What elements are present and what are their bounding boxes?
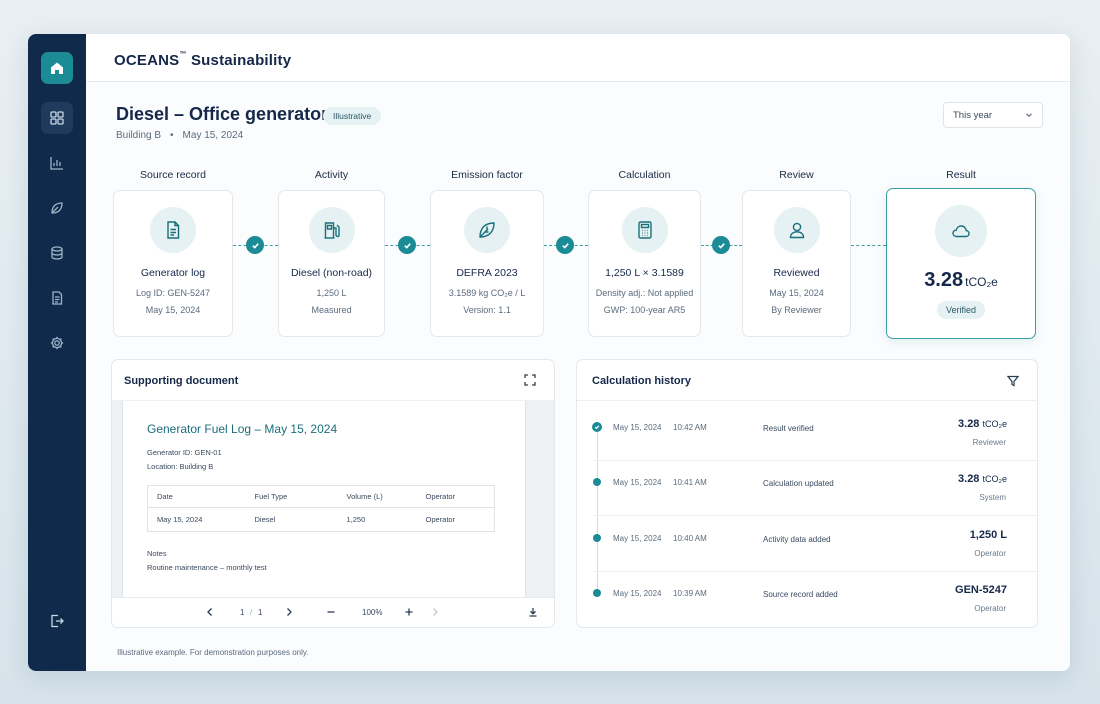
chevron-down-icon [1026, 113, 1032, 118]
zoom-out-button[interactable] [326, 607, 336, 619]
app-window: OCEANS™ Sustainability Diesel – Office g… [28, 34, 1070, 671]
page-title: Diesel – Office generator [116, 104, 329, 124]
top-bar: OCEANS™ Sustainability [86, 34, 1070, 82]
step-label-activity: Activity [314, 169, 349, 181]
user-icon [789, 222, 804, 239]
doc-notes-label: Notes [147, 549, 167, 558]
step-label-factor: Emission factor [451, 169, 523, 181]
nav-analytics[interactable] [41, 147, 73, 179]
history-row[interactable]: May 15, 2024 10:42 AM Result verified 3.… [577, 406, 1037, 461]
page-total: 1 [258, 608, 263, 617]
chevron-right-icon [287, 608, 292, 616]
zoom-in-button[interactable] [404, 607, 414, 619]
next-page-button[interactable] [284, 607, 294, 619]
history-row[interactable]: May 15, 2024 10:39 AM Source record adde… [577, 572, 1037, 627]
sidebar [28, 34, 86, 671]
building-label: Building B [116, 130, 162, 141]
step-card-calculation[interactable]: 1,250 L × 3.1589 Density adj.: Not appli… [588, 190, 701, 337]
history-row[interactable]: May 15, 2024 10:41 AM Calculation update… [577, 461, 1037, 516]
download-icon [529, 608, 537, 617]
check-icon [403, 242, 411, 249]
check-icon [594, 425, 600, 430]
step-label-calculation: Calculation [618, 169, 671, 181]
period-select[interactable]: This year [943, 102, 1043, 128]
fuel-pump-icon [324, 222, 340, 239]
calculation-history-panel: Calculation history May 15, 2024 10:42 A… [576, 359, 1038, 628]
timeline-dot [593, 478, 601, 486]
chevron-left-icon [207, 608, 212, 616]
check-icon [561, 242, 569, 249]
grid-icon [50, 111, 64, 125]
nav-dashboard[interactable] [41, 102, 73, 134]
nav-settings[interactable] [41, 327, 73, 359]
nav-reports[interactable] [41, 282, 73, 314]
filter-icon[interactable] [1007, 375, 1019, 387]
nav-logout[interactable] [41, 605, 73, 637]
nav-data[interactable] [41, 237, 73, 269]
expand-icon[interactable] [524, 374, 536, 386]
gear-icon [50, 336, 64, 350]
connector [851, 245, 886, 246]
timeline-dot [593, 534, 601, 542]
page-subtitle: Building B • May 15, 2024 [116, 130, 244, 141]
doc-notes-text: Routine maintenance – monthly test [147, 563, 267, 572]
file-icon [52, 291, 63, 305]
step-card-activity[interactable]: Diesel (non-road) 1,250 L Measured [278, 190, 385, 337]
nav-home[interactable] [41, 52, 73, 84]
logout-icon [51, 614, 64, 628]
calculator-icon [637, 221, 652, 239]
step-label-review: Review [779, 169, 814, 181]
page-current[interactable]: 1 [240, 608, 245, 617]
minus-icon [327, 611, 335, 613]
history-row[interactable]: May 15, 2024 10:40 AM Activity data adde… [577, 517, 1037, 572]
check-icon [717, 242, 725, 249]
chevron-right-icon [433, 608, 438, 616]
database-icon [51, 246, 63, 260]
nav-sustainability[interactable] [41, 192, 73, 224]
result-card[interactable]: 3.28 tCO₂e Verified [886, 188, 1036, 339]
step-label-source: Source record [140, 169, 206, 181]
supporting-document-panel: Supporting document Generator Fuel Log –… [111, 359, 555, 628]
table-row: May 15, 2024 Diesel 1,250 Operator [157, 515, 456, 524]
table-header-row: Date Fuel Type Volume (L) Operator [147, 485, 495, 508]
step-card-emission-factor[interactable]: DEFRA 2023 3.1589 kg CO₂e / L Version: 1… [430, 190, 544, 337]
bar-chart-icon [50, 157, 63, 170]
prev-page-button[interactable] [205, 607, 215, 619]
document-icon [167, 221, 180, 239]
verified-badge: Verified [936, 301, 986, 319]
check-icon [251, 242, 259, 249]
main-content: OCEANS™ Sustainability Diesel – Office g… [86, 34, 1070, 671]
step-label-result: Result [946, 169, 976, 181]
leaf-icon [479, 222, 495, 238]
doc-generator-id: Generator ID: GEN-01 [147, 448, 222, 457]
step-complete-check [712, 236, 730, 254]
step-complete-check [398, 236, 416, 254]
step-complete-check [246, 236, 264, 254]
result-value: 3.28 tCO₂e [924, 269, 998, 291]
record-date: May 15, 2024 [182, 130, 244, 141]
timeline-line [597, 430, 598, 592]
doc-fuel-table: Date Fuel Type Volume (L) Operator May 1… [147, 485, 495, 532]
document-viewer[interactable]: Generator Fuel Log – May 15, 2024 Genera… [112, 401, 554, 597]
step-card-review[interactable]: Reviewed May 15, 2024 By Reviewer [742, 190, 851, 337]
next-disabled-button[interactable] [430, 607, 440, 619]
timeline-dot [593, 589, 601, 597]
step-complete-check [556, 236, 574, 254]
plus-icon [405, 608, 413, 616]
app-brand: OCEANS™ Sustainability [114, 51, 292, 69]
doc-location: Location: Building B [147, 462, 214, 471]
zoom-level: 100% [362, 608, 383, 617]
document-toolbar: 1 / 1 100% [112, 597, 554, 627]
illustrative-badge: Illustrative [323, 107, 382, 125]
doc-title: Generator Fuel Log – May 15, 2024 [147, 422, 338, 436]
leaf-icon [51, 202, 63, 214]
footer-disclaimer: Illustrative example. For demonstration … [117, 648, 309, 657]
home-icon [51, 62, 63, 74]
document-page: Generator Fuel Log – May 15, 2024 Genera… [122, 401, 526, 597]
step-card-source-record[interactable]: Generator log Log ID: GEN-5247 May 15, 2… [113, 190, 233, 337]
cloud-icon [952, 225, 970, 238]
timeline-dot [592, 422, 602, 432]
download-button[interactable] [528, 607, 538, 619]
